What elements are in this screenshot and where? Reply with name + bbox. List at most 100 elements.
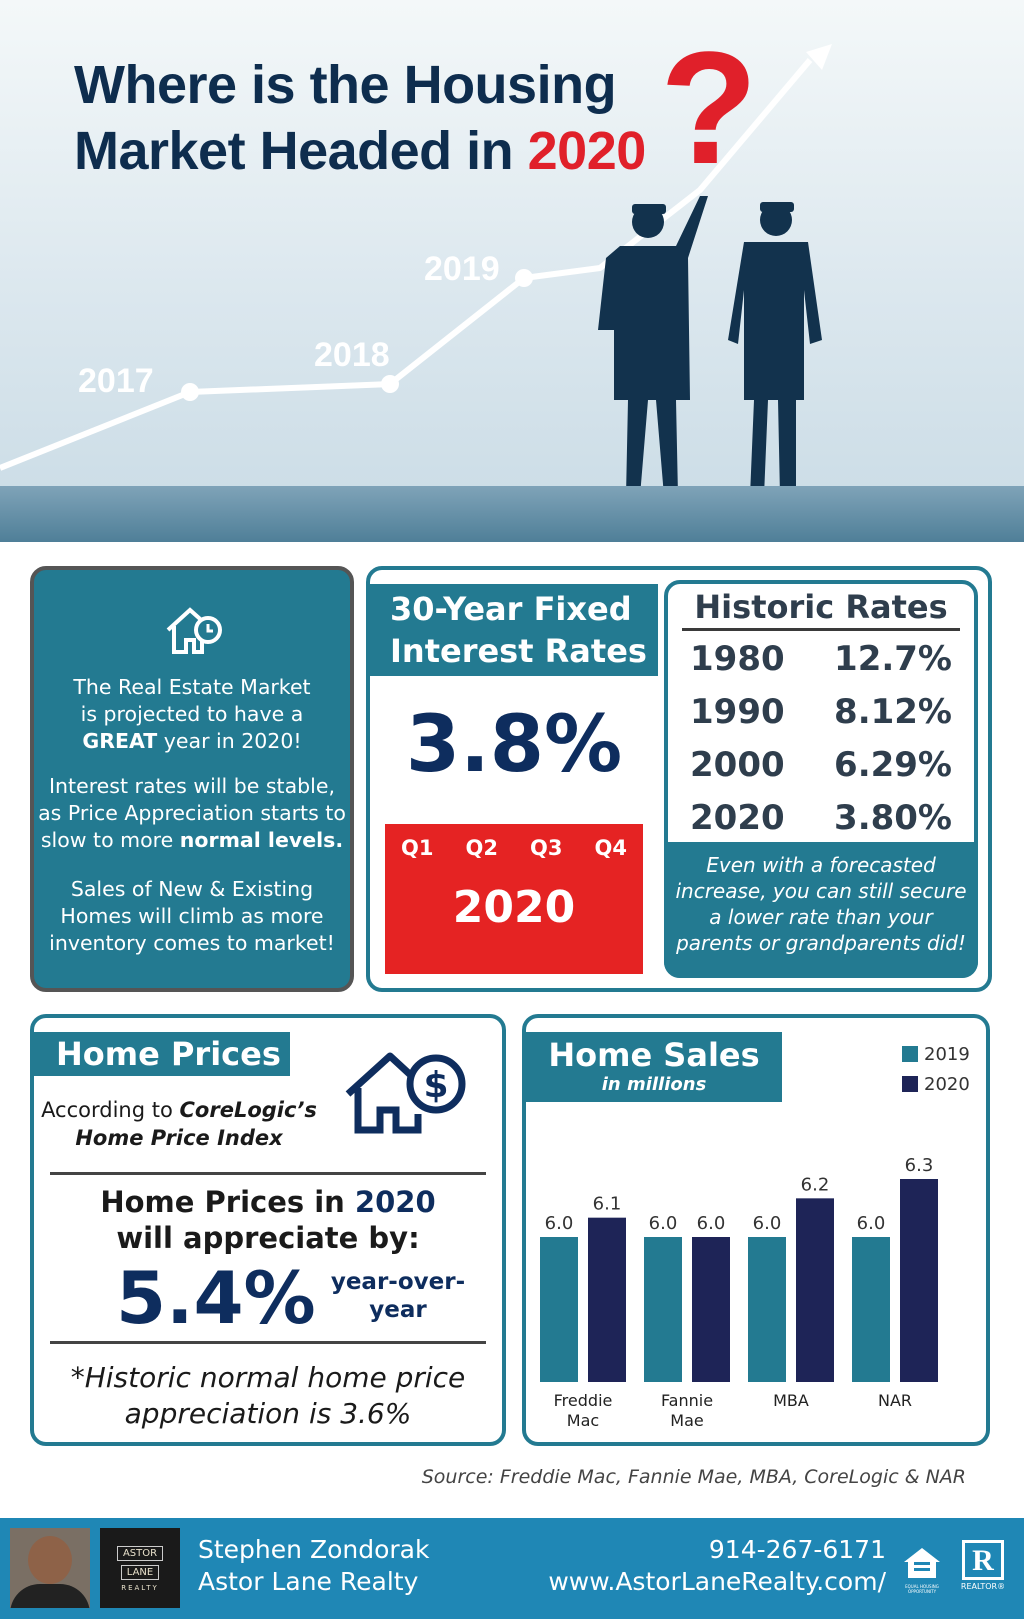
data-label-2019-1: 6.0 [649, 1213, 678, 1234]
home-prices-value: 5.4% [116, 1256, 316, 1340]
company-logo: ASTOR LANE REALTY [100, 1528, 180, 1608]
category-label-1: Mae [670, 1411, 703, 1430]
timeline-label-2017: 2017 [78, 362, 154, 400]
market-rates-line-3: slow to more normal levels. [34, 827, 350, 854]
source-note: Source: Freddie Mac, Fannie Mae, MBA, Co… [421, 1466, 966, 1488]
quarter-q3: Q3 [530, 836, 563, 860]
historic-rate: 3.80% [834, 798, 952, 838]
house-clock-icon [166, 607, 222, 654]
equal-housing-house-icon [904, 1548, 940, 1578]
market-rates-normal-levels: normal levels. [179, 828, 344, 852]
legend-label-2019: 2019 [924, 1044, 970, 1065]
quarter-q1: Q1 [401, 836, 434, 860]
category-label-3: NAR [878, 1391, 912, 1410]
phone-number[interactable]: 914-267-6171 [708, 1535, 886, 1564]
market-text-line-2: is projected to have a [80, 702, 304, 726]
data-label-2020-1: 6.0 [697, 1213, 726, 1234]
timeline-label-2019: 2019 [424, 250, 500, 288]
home-prices-source-prefix: According to [41, 1098, 180, 1122]
company-name: Astor Lane Realty [198, 1567, 419, 1596]
home-sales-card [522, 1014, 990, 1446]
market-text-great: GREAT [82, 729, 158, 753]
data-label-2020-3: 6.3 [905, 1155, 934, 1176]
historic-year: 1980 [690, 639, 785, 679]
category-label-1: Fannie [661, 1391, 713, 1410]
quarter-year: 2020 [452, 882, 576, 933]
svg-text:$: $ [423, 1065, 448, 1106]
title-line-2-prefix: Market Headed in [74, 121, 528, 181]
market-sales-line-2: Homes will climb as more [60, 904, 324, 928]
home-prices-divider-bottom [50, 1341, 486, 1344]
market-rates-line-3-text: slow to more [40, 828, 180, 852]
historic-note-line-3: a lower rate than your [709, 905, 933, 929]
bar-2019-1 [644, 1237, 682, 1382]
agent-shoulders [10, 1584, 90, 1608]
quarter-q2: Q2 [465, 836, 498, 860]
website-link[interactable]: www.AstorLaneRealty.com/ [548, 1567, 886, 1596]
market-outlook-card: The Real Estate Market is projected to h… [30, 566, 354, 992]
historic-row: 1990 8.12% [690, 686, 952, 739]
market-rates-line-2: as Price Appreciation starts to [38, 801, 346, 825]
historic-table: 1980 12.7% 1990 8.12% 2000 6.29% 2020 3.80% [668, 631, 974, 845]
question-mark-icon: ? [660, 18, 758, 197]
hero-banner: 2017 2018 2019 Where is the Housing Mark… [0, 0, 1024, 542]
historic-note: Even with a forecasted increase, you can… [664, 842, 978, 978]
home-prices-headline-prefix: Home Prices in [100, 1185, 355, 1219]
title-line-2: Market Headed in 2020 [74, 118, 646, 184]
home-prices-headline: Home Prices in 2020 will appreciate by: [34, 1184, 502, 1256]
home-prices-source-name: CoreLogic’s [179, 1098, 317, 1122]
data-label-2019-2: 6.0 [753, 1213, 782, 1234]
logo-lane: LANE [120, 1565, 160, 1580]
historic-year: 2000 [690, 745, 785, 785]
historic-rate: 12.7% [834, 639, 952, 679]
home-prices-unit-line-1: year-over- [330, 1269, 466, 1295]
chart-title: Home Sales [548, 1036, 760, 1074]
quarter-box: Q1 Q2 Q3 Q4 2020 [385, 824, 643, 974]
bar-2019-2 [748, 1237, 786, 1382]
home-prices-unit-line-2: year [369, 1297, 427, 1323]
historic-row: 1980 12.7% [690, 633, 952, 686]
home-prices-note-line-1: *Historic normal home price [70, 1361, 466, 1394]
equal-housing-label: EQUAL HOUSING OPPORTUNITY [905, 1584, 939, 1594]
historic-note-line-1: Even with a forecasted [706, 853, 936, 877]
bar-2019-3 [852, 1237, 890, 1382]
quarter-row: Q1 Q2 Q3 Q4 [385, 824, 643, 860]
data-label-2020-2: 6.2 [801, 1174, 830, 1195]
data-label-2019-3: 6.0 [857, 1213, 886, 1234]
home-prices-headline-year: 2020 [354, 1185, 436, 1219]
historic-rate: 8.12% [834, 692, 952, 732]
legend-swatch-2019 [902, 1046, 918, 1062]
home-prices-note-line-2: appreciation is 3.6% [124, 1397, 412, 1430]
historic-note-line-4: parents or grandparents did! [676, 931, 966, 955]
rates-header-line-2: Interest Rates [390, 632, 647, 670]
forecast-rate: 3.8% [405, 700, 623, 790]
home-prices-source-line-1: According to CoreLogic’s [34, 1096, 324, 1124]
realtor-r-glyph: R [962, 1540, 1004, 1580]
bar-2020-3 [900, 1179, 938, 1382]
logo-astor: ASTOR [116, 1546, 164, 1561]
market-text-line-1: The Real Estate Market [73, 675, 311, 699]
equal-housing-icon: EQUAL HOUSING OPPORTUNITY [900, 1546, 944, 1594]
historic-rate: 6.29% [834, 745, 952, 785]
home-prices-source: According to CoreLogic’s Home Price Inde… [34, 1096, 324, 1152]
category-label-2: MBA [773, 1391, 809, 1410]
agent-name: Stephen Zondorak [198, 1535, 430, 1564]
historic-divider [682, 628, 960, 631]
home-prices-card [30, 1014, 506, 1446]
bar-2020-0 [588, 1217, 626, 1382]
market-sales-line-1: Sales of New & Existing [70, 877, 314, 901]
agent-photo [10, 1528, 90, 1608]
legend-item-2020: 2020 [902, 1070, 970, 1100]
legend-label-2020: 2020 [924, 1074, 970, 1095]
home-prices-headline-line-2: will appreciate by: [116, 1221, 420, 1255]
historic-year: 2020 [690, 798, 785, 838]
historic-row: 2000 6.29% [690, 739, 952, 792]
chart-legend: 2019 2020 [902, 1040, 970, 1100]
market-rates-line-1: Interest rates will be stable, [49, 774, 335, 798]
legend-swatch-2020 [902, 1076, 918, 1092]
historic-note-line-2: increase, you can still secure [675, 879, 967, 903]
rates-header-line-1: 30-Year Fixed [390, 590, 632, 628]
historic-year: 1990 [690, 692, 785, 732]
historic-row: 2020 3.80% [690, 792, 952, 845]
chart-subtitle: in millions [601, 1074, 707, 1095]
